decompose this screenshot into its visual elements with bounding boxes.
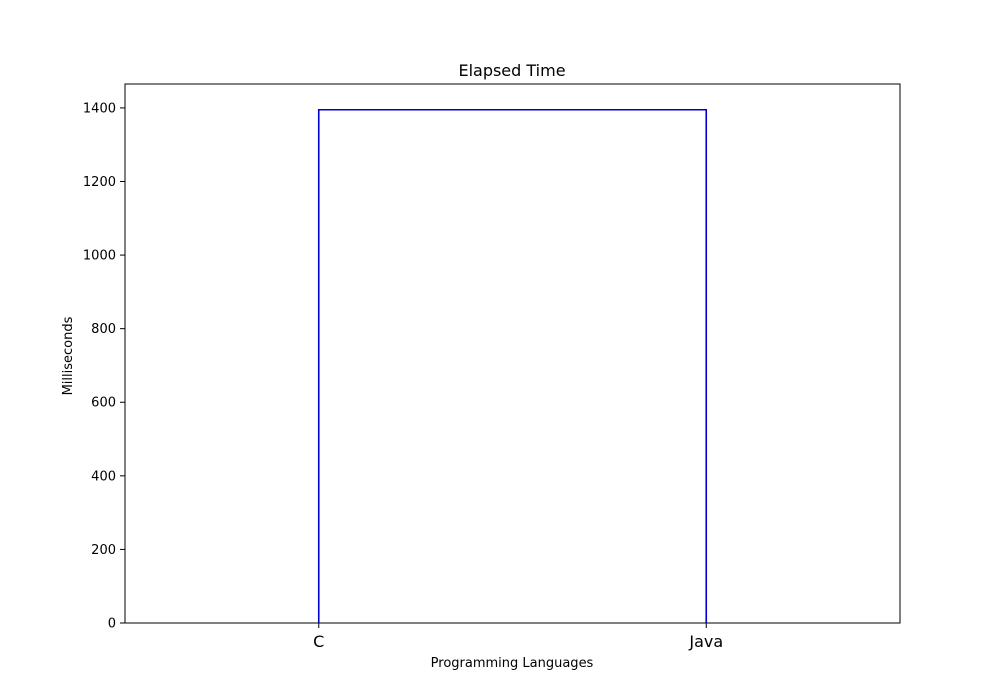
dendrogram-link [319, 110, 707, 623]
y-tick-label: 200 [91, 543, 116, 558]
x-tick-label: Java [688, 632, 723, 651]
y-tick-label: 1000 [83, 249, 116, 264]
y-tick-label: 0 [108, 617, 116, 632]
dendrogram-links [319, 110, 707, 623]
chart-title: Elapsed Time [458, 61, 565, 80]
y-axis: 0 200 400 600 800 1000 1200 1400 [83, 101, 125, 631]
x-tick-label: C [313, 632, 324, 651]
y-tick-label: 1200 [83, 175, 116, 190]
y-tick-label: 800 [91, 322, 116, 337]
y-axis-label: Milliseconds [61, 316, 76, 395]
x-axis: C Java [313, 623, 723, 651]
x-axis-label: Programming Languages [431, 656, 594, 671]
y-tick-label: 600 [91, 396, 116, 411]
y-tick-label: 400 [91, 469, 116, 484]
plot-frame [125, 84, 900, 623]
y-tick-label: 1400 [83, 101, 116, 116]
